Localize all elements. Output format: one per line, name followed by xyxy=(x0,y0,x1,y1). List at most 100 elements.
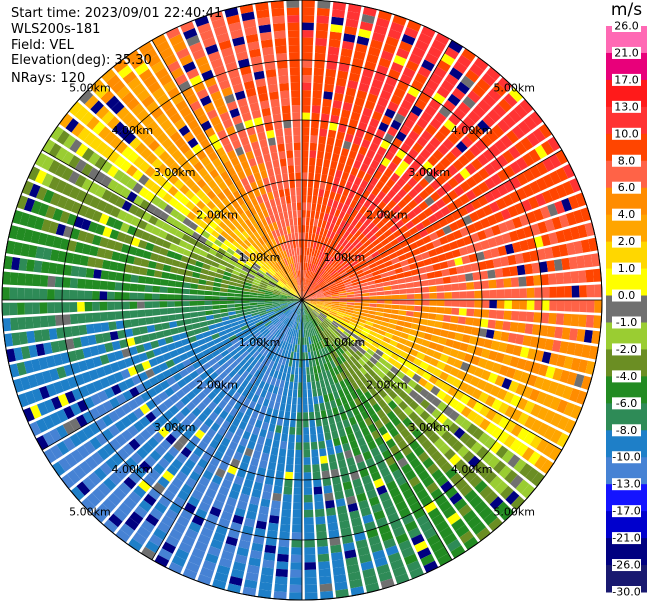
ray-gate xyxy=(197,290,205,295)
ray-gate xyxy=(561,197,573,212)
ray-gate xyxy=(34,152,48,168)
ray-gate xyxy=(205,488,217,499)
ray-gate xyxy=(340,48,353,58)
ray-gate xyxy=(324,337,331,346)
ray-gate xyxy=(381,317,390,323)
ray-gate xyxy=(323,237,329,245)
ray-gate xyxy=(436,86,450,99)
ray-gate xyxy=(255,155,264,165)
ray-gate xyxy=(202,560,217,572)
ray-gate xyxy=(225,536,238,547)
ray-gate xyxy=(431,513,445,527)
ray-gate xyxy=(441,169,453,181)
ray-gate xyxy=(232,373,241,382)
ray-gate xyxy=(308,397,313,405)
ray-gate xyxy=(302,382,307,390)
ray-gate xyxy=(45,355,56,368)
ray-gate xyxy=(456,351,467,361)
ray-gate xyxy=(541,287,550,298)
ray-gate xyxy=(97,447,110,461)
ray-gate xyxy=(340,344,348,353)
ray-gate xyxy=(226,357,236,366)
ray-gate xyxy=(446,356,456,366)
ray-gate xyxy=(179,332,188,340)
ray-gate xyxy=(101,68,116,83)
ray-gate xyxy=(508,109,522,124)
ray-gate xyxy=(175,362,186,372)
ray-gate xyxy=(409,567,424,579)
ray-gate xyxy=(274,308,282,313)
ray-gate xyxy=(457,101,471,115)
ray-gate xyxy=(195,482,207,494)
ray-gate xyxy=(189,289,198,295)
ray-gate xyxy=(464,202,475,214)
ray-gate xyxy=(289,67,300,76)
ray-gate xyxy=(296,329,299,338)
ray-gate xyxy=(404,469,417,481)
ray-gate xyxy=(141,360,152,371)
ray-gate xyxy=(180,395,191,406)
ray-gate xyxy=(226,496,238,507)
ray-gate xyxy=(292,517,302,525)
ray-gate xyxy=(283,120,292,129)
ray-gate xyxy=(492,82,507,97)
ray-gate xyxy=(142,48,158,61)
ray-gate xyxy=(119,339,129,349)
colorbar-tick-label: 21.0 xyxy=(614,46,639,59)
ray-gate xyxy=(380,272,389,278)
ray-gate xyxy=(357,244,366,253)
ray-gate xyxy=(295,240,299,248)
ray-gate xyxy=(419,318,428,326)
ray-gate xyxy=(436,186,447,198)
ray-gate xyxy=(153,527,167,541)
ray-gate xyxy=(358,259,367,266)
ray-gate xyxy=(454,414,466,426)
ray-gate xyxy=(324,378,330,387)
ray-gate xyxy=(131,354,141,365)
ray-gate xyxy=(437,553,452,566)
ray-gate xyxy=(365,457,376,468)
ray-gate xyxy=(425,79,439,92)
ray-gate xyxy=(302,202,307,211)
ray-gate xyxy=(288,320,293,328)
ray-gate xyxy=(381,498,394,510)
ray-gate xyxy=(302,22,314,31)
ray-gate xyxy=(414,293,422,299)
ray-gate xyxy=(237,276,246,282)
ray-gate xyxy=(327,46,340,56)
ray-gate xyxy=(430,256,440,264)
ray-gate xyxy=(239,322,248,328)
ray-gate xyxy=(181,384,192,395)
ray-gate xyxy=(216,564,231,576)
ray-gate xyxy=(346,307,354,311)
ray-gate xyxy=(321,166,329,175)
ray-gate xyxy=(242,288,251,292)
ray-gate xyxy=(244,209,253,219)
ray-gate xyxy=(408,130,420,142)
ray-gate xyxy=(139,267,148,276)
ray-gate xyxy=(250,309,259,314)
ray-gate xyxy=(354,397,362,407)
ray-gate xyxy=(10,317,19,331)
ray-gate xyxy=(350,345,358,353)
ray-gate xyxy=(425,415,436,427)
ray-gate xyxy=(295,286,299,294)
ray-gate xyxy=(313,75,324,84)
ray-gate xyxy=(390,314,399,320)
ray-gate xyxy=(185,227,195,237)
ray-gate xyxy=(288,358,293,367)
ray-gate xyxy=(385,438,396,449)
ray-gate xyxy=(372,352,381,361)
ray-gate xyxy=(370,447,381,457)
ray-gate xyxy=(209,506,222,518)
ray-gate xyxy=(298,307,301,315)
ray-gate xyxy=(115,434,128,447)
ray-gate xyxy=(251,242,259,250)
ray-gate xyxy=(40,315,49,328)
ray-gate xyxy=(220,510,233,522)
ray-gate xyxy=(272,15,285,24)
ray-gate xyxy=(206,253,215,261)
ray-gate xyxy=(364,372,373,381)
ray-gate xyxy=(329,207,337,216)
ray-gate xyxy=(204,258,213,266)
